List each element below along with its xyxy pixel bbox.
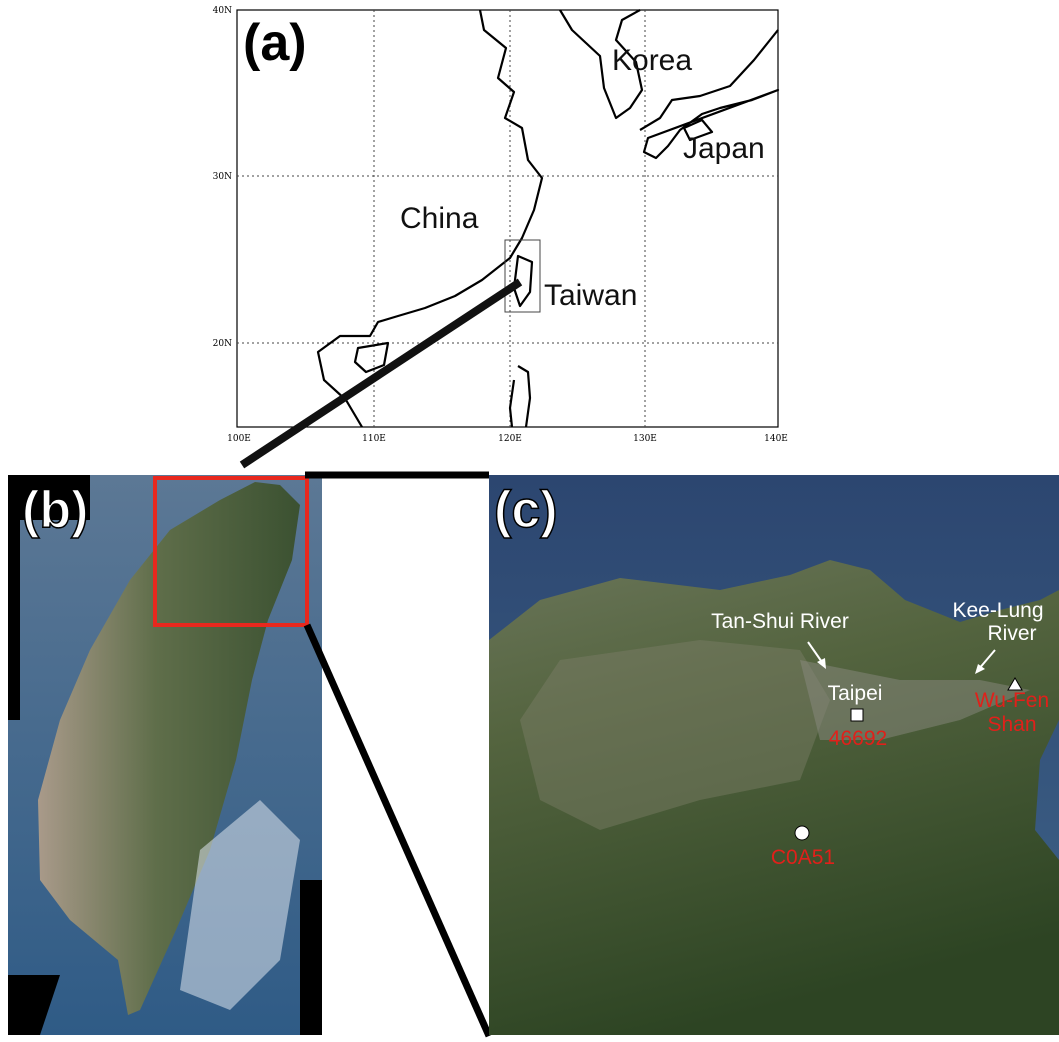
panel-label: (b) [22, 481, 88, 539]
panel-label: (c) [494, 481, 558, 539]
figure: 40N 30N 20N 100E 110E 120E 130E 140E (a)… [0, 0, 1059, 1042]
river-label: Tan-Shui River [711, 610, 849, 633]
place-label: China [400, 202, 479, 235]
lat-label: 20N [213, 339, 232, 349]
map-frame [237, 10, 778, 427]
lon-label: 120E [498, 434, 522, 444]
place-label: Japan [683, 132, 765, 165]
lon-label: 110E [362, 434, 386, 444]
station-label: 46692 [829, 727, 887, 750]
station-label: C0A51 [771, 846, 835, 869]
lon-label: 130E [633, 434, 657, 444]
panel-a: 40N 30N 20N 100E 110E 120E 130E 140E (a)… [213, 6, 788, 444]
station-marker [795, 826, 809, 840]
place-label: Korea [612, 44, 692, 77]
connector [307, 625, 489, 1036]
city-label: Taipei [828, 682, 883, 705]
lon-label: 140E [764, 434, 788, 444]
lat-label: 40N [213, 6, 232, 16]
place-label: Taiwan [544, 279, 637, 312]
lon-label: 100E [227, 434, 251, 444]
station-marker [851, 709, 863, 721]
lat-label: 30N [213, 172, 232, 182]
panel-label: (a) [243, 14, 307, 72]
panel-b: (b) [8, 475, 322, 1035]
